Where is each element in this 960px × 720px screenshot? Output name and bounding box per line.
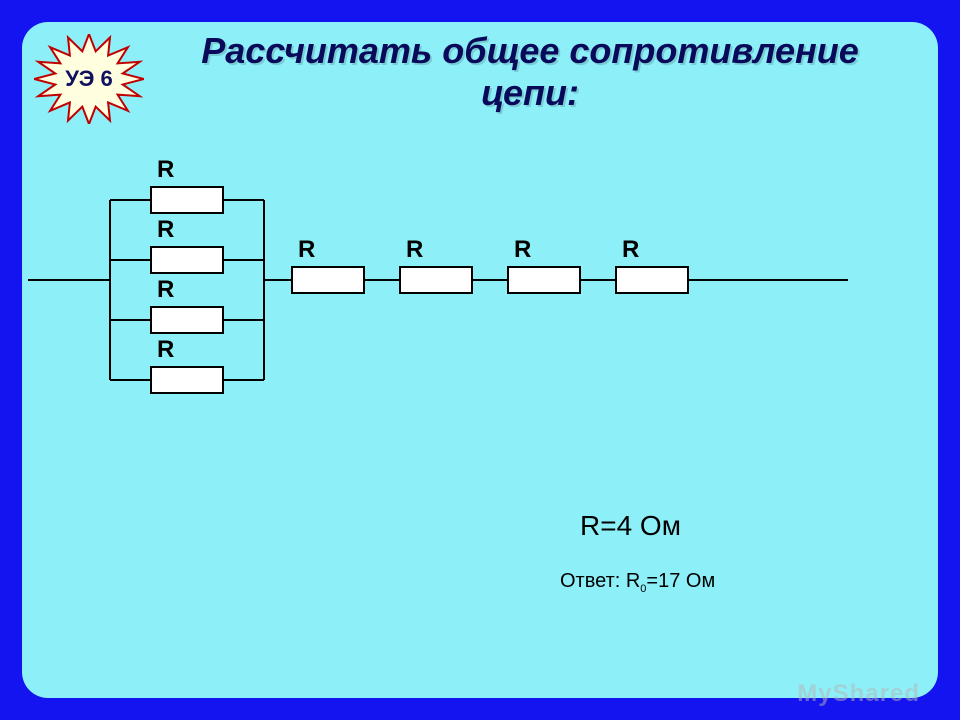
resistor [151,307,223,333]
answer-prefix: Ответ: R [560,570,640,592]
resistor [292,267,364,293]
resistor-label: R [157,156,174,183]
answer-line: Ответ: R0=17 Ом [560,570,715,595]
answer-suffix: =17 Ом [646,570,715,592]
resistor [508,267,580,293]
slide-frame: Рассчитать общее сопротивление цепи: УЭ … [0,0,960,720]
resistor-label: R [298,236,315,263]
resistor [400,267,472,293]
resistor-label: R [157,276,174,303]
resistor-label: R [157,216,174,243]
circuit-diagram: R R R R R R R R [28,140,888,460]
resistor-label: R [514,236,531,263]
starburst-badge: УЭ 6 [34,34,144,124]
resistor [151,247,223,273]
resistor [616,267,688,293]
resistor [151,187,223,213]
given-value: R=4 Ом [580,510,681,542]
resistor-label: R [622,236,639,263]
resistor-label: R [406,236,423,263]
watermark: MyShared [797,680,920,708]
resistor [151,367,223,393]
resistor-label: R [157,336,174,363]
slide-title: Рассчитать общее сопротивление цепи: [130,30,930,114]
badge-label: УЭ 6 [65,66,112,92]
